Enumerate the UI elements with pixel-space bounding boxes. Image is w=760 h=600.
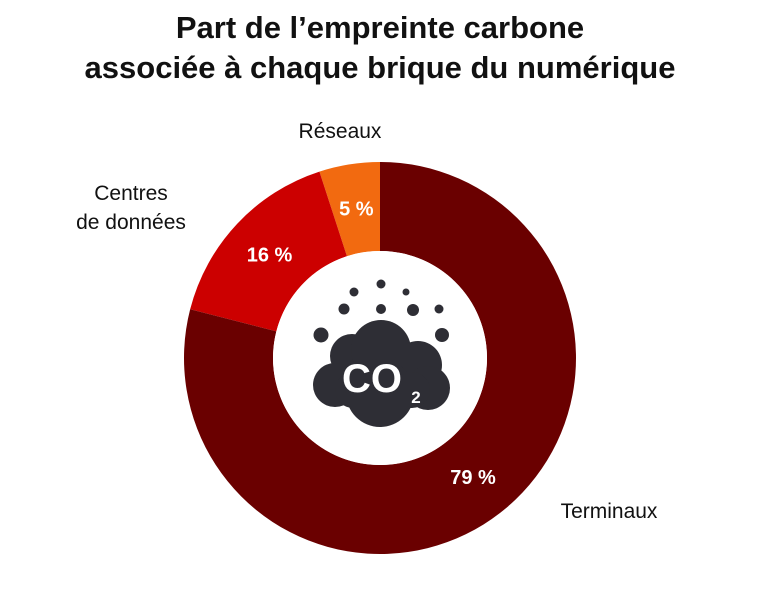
value-labels: 5 % 16 % 79 % [247, 198, 496, 489]
value-label-terminaux: 79 % [450, 467, 496, 489]
category-labels: Réseaux Centres de données Terminaux [76, 120, 658, 523]
category-label-terminaux: Terminaux [561, 500, 658, 523]
chart-title-line-2: associée à chaque brique du numérique [84, 50, 676, 85]
emission-dot [407, 304, 419, 316]
slice-terminaux [184, 162, 576, 554]
slice-reseaux [319, 162, 380, 257]
chart-title: Part de l’empreinte carbone associée à c… [0, 8, 760, 88]
value-label-reseaux: 5 % [339, 198, 374, 220]
cloud-base [335, 372, 430, 408]
category-label-centres: Centres de données [76, 182, 186, 234]
emission-dot [313, 327, 329, 343]
emission-dot [338, 303, 350, 315]
value-label-centres: 16 % [247, 244, 293, 266]
slice-centres [190, 171, 347, 332]
emission-dot [376, 279, 386, 289]
emission-dot [376, 304, 386, 314]
co2-label: CO [342, 357, 402, 401]
donut-slices [184, 162, 576, 554]
emission-dot [402, 288, 410, 296]
emission-dot [435, 328, 449, 342]
chart-title-line-1: Part de l’empreinte carbone [175, 10, 585, 45]
co2-subscript: 2 [411, 388, 420, 407]
emission-dot [349, 287, 359, 297]
emission-dots [313, 279, 449, 343]
category-label-reseaux: Réseaux [299, 120, 382, 143]
cloud-shape [313, 320, 450, 427]
co2-cloud-icon: CO 2 [313, 279, 450, 427]
emission-dot [434, 304, 444, 314]
